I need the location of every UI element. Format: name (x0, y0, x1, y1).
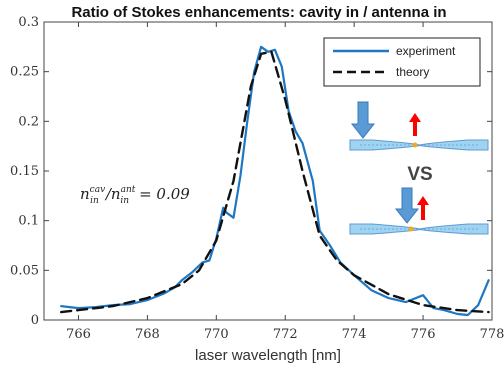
x-tick-label: 776 (411, 327, 436, 342)
emitter-dot-top (412, 142, 418, 148)
x-tick-label: 772 (273, 327, 298, 342)
ratio-n2: n (111, 185, 121, 203)
y-tick-label: 0 (31, 313, 39, 328)
chart-title: Ratio of Stokes enhancements: cavity in … (71, 4, 446, 21)
y-tick-label: 0.3 (18, 15, 39, 30)
y-tick-label: 0.25 (10, 65, 39, 80)
legend-label-experiment: experiment (396, 44, 456, 58)
inset-schematic-top (349, 101, 489, 151)
ratio-sup-cav: cav (90, 185, 106, 195)
ratio-value: = 0.09 (139, 185, 190, 203)
laser-arrow-icon-top (350, 101, 376, 139)
ratio-sub-in: in (90, 196, 99, 206)
x-tick-label: 768 (135, 327, 160, 342)
cavity-beam-shape-top (349, 139, 489, 151)
stokes-arrow-icon-bottom (417, 196, 429, 220)
stokes-arrow-icon-top (409, 113, 421, 136)
legend: experiment theory (323, 37, 481, 87)
ratio-annotation: ncav in/nant in = 0.09 (80, 185, 190, 206)
x-tick-label: 766 (66, 327, 91, 342)
x-axis: 766 768 770 772 774 776 778 (66, 22, 504, 342)
inset-schematic-bottom (349, 187, 489, 235)
ratio-slash: / (104, 185, 113, 203)
y-axis: 0 0.05 0.1 0.15 0.2 0.25 0.3 (10, 15, 492, 328)
x-tick-label: 778 (480, 327, 504, 342)
x-tick-label: 774 (342, 327, 367, 342)
vs-label: VS (407, 164, 432, 185)
series-line-theory (60, 50, 490, 314)
series-layer (60, 45, 490, 317)
legend-label-theory: theory (396, 65, 429, 79)
emitter-dot-bottom (408, 226, 414, 232)
x-axis-label: laser wavelength [nm] (195, 347, 341, 364)
y-tick-label: 0.2 (18, 114, 39, 129)
x-tick-label: 770 (204, 327, 229, 342)
ratio-n1: n (80, 185, 90, 203)
ratio-sup-ant: ant (121, 185, 136, 195)
laser-arrow-icon-bottom (394, 187, 420, 224)
y-tick-label: 0.1 (18, 214, 39, 229)
ratio-sub-in2: in (120, 196, 129, 206)
legend-box (323, 37, 481, 87)
y-tick-label: 0.15 (10, 164, 39, 179)
y-tick-label: 0.05 (10, 263, 39, 278)
